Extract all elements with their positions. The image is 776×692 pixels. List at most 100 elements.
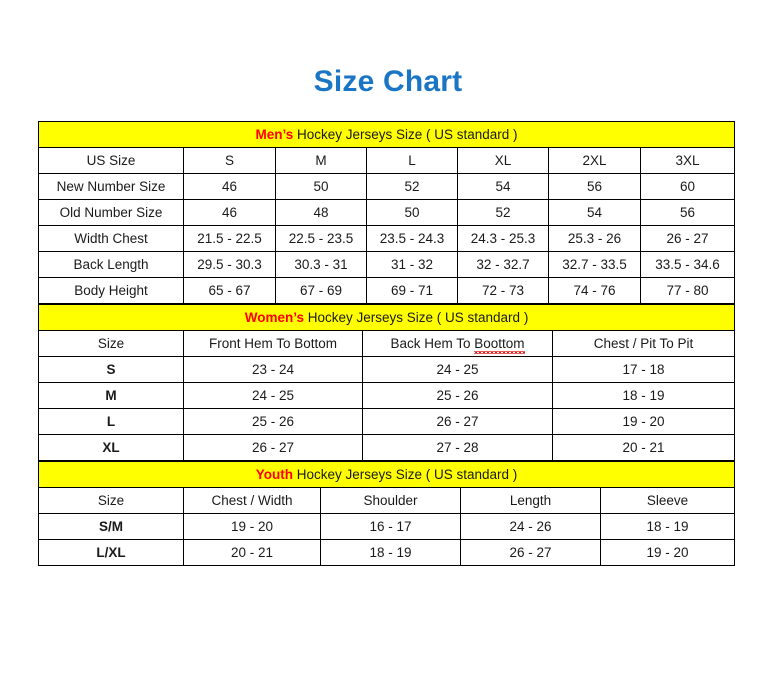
- youth-header-row: Size Chest / Width Shoulder Length Sleev…: [38, 487, 736, 514]
- youth-cell-0-3: 18 - 19: [599, 513, 736, 540]
- youth-cell-0-1: 16 - 17: [320, 513, 461, 540]
- womens-cell-1-2: 18 - 19: [551, 382, 736, 409]
- mens-row-label-1: Old Number Size: [38, 199, 184, 226]
- womens-cell-1-0: 24 - 25: [183, 382, 363, 409]
- womens-cell-2-1: 26 - 27: [362, 408, 553, 435]
- youth-col-head-2: Shoulder: [320, 487, 461, 514]
- mens-cell-3-0: 29.5 - 30.3: [183, 251, 276, 278]
- womens-banner-rest: Hockey Jerseys Size ( US standard ): [303, 310, 529, 325]
- womens-row-label-1: M: [38, 382, 184, 409]
- mens-cell-0-3: 54: [457, 173, 549, 200]
- mens-cell-4-5: 77 - 80: [640, 277, 735, 304]
- table-row: New Number Size 46 50 52 54 56 60: [38, 173, 735, 200]
- youth-cell-1-0: 20 - 21: [183, 539, 321, 566]
- table-row: L 25 - 26 26 - 27 19 - 20: [38, 408, 736, 435]
- mens-cell-2-1: 22.5 - 23.5: [275, 225, 367, 252]
- womens-cell-0-0: 23 - 24: [183, 356, 363, 383]
- youth-cell-1-3: 19 - 20: [599, 539, 736, 566]
- youth-col-head-0: Size: [38, 487, 184, 514]
- mens-col-head-2: M: [275, 147, 367, 174]
- womens-row-label-2: L: [38, 408, 184, 435]
- mens-cell-3-5: 33.5 - 34.6: [640, 251, 735, 278]
- mens-row-label-3: Back Length: [38, 251, 184, 278]
- mens-cell-2-5: 26 - 27: [640, 225, 735, 252]
- size-chart-tables: Men’s Hockey Jerseys Size ( US standard …: [37, 121, 736, 566]
- mens-cell-1-1: 48: [275, 199, 367, 226]
- table-row: Back Length 29.5 - 30.3 30.3 - 31 31 - 3…: [38, 251, 735, 278]
- youth-row-label-1: L/XL: [38, 539, 184, 566]
- mens-cell-1-4: 54: [548, 199, 641, 226]
- mens-col-head-3: L: [366, 147, 458, 174]
- table-row: S 23 - 24 24 - 25 17 - 18: [38, 356, 736, 383]
- mens-col-head-1: S: [183, 147, 276, 174]
- mens-cell-1-5: 56: [640, 199, 735, 226]
- youth-banner-rest: Hockey Jerseys Size ( US standard ): [292, 467, 518, 482]
- mens-banner-row: Men’s Hockey Jerseys Size ( US standard …: [38, 121, 735, 148]
- womens-cell-3-1: 27 - 28: [362, 434, 553, 461]
- youth-cell-0-0: 19 - 20: [183, 513, 321, 540]
- youth-cell-0-2: 24 - 26: [460, 513, 601, 540]
- womens-cell-1-1: 25 - 26: [362, 382, 553, 409]
- mens-cell-4-2: 69 - 71: [366, 277, 458, 304]
- youth-cell-1-1: 18 - 19: [320, 539, 461, 566]
- youth-col-head-1: Chest / Width: [183, 487, 321, 514]
- womens-col-head-2: Back Hem To Boottom: [362, 330, 553, 357]
- table-row: L/XL 20 - 21 18 - 19 26 - 27 19 - 20: [38, 539, 736, 566]
- youth-size-table: Youth Hockey Jerseys Size ( US standard …: [37, 461, 736, 566]
- womens-col-head-2-prefix: Back Hem To: [390, 336, 475, 351]
- table-row: Body Height 65 - 67 67 - 69 69 - 71 72 -…: [38, 277, 735, 304]
- mens-banner-accent: Men’s: [255, 127, 294, 142]
- mens-banner-rest: Hockey Jerseys Size ( US standard ): [293, 127, 518, 142]
- womens-header-row: Size Front Hem To Bottom Back Hem To Boo…: [38, 330, 736, 357]
- mens-col-head-4: XL: [457, 147, 549, 174]
- mens-cell-1-3: 52: [457, 199, 549, 226]
- mens-cell-4-4: 74 - 76: [548, 277, 641, 304]
- youth-banner-row: Youth Hockey Jerseys Size ( US standard …: [37, 461, 736, 488]
- mens-cell-3-4: 32.7 - 33.5: [548, 251, 641, 278]
- mens-row-label-0: New Number Size: [38, 173, 184, 200]
- womens-cell-2-0: 25 - 26: [183, 408, 363, 435]
- youth-col-head-4: Sleeve: [599, 487, 736, 514]
- womens-row-label-3: XL: [38, 434, 184, 461]
- mens-row-label-2: Width Chest: [38, 225, 184, 252]
- mens-cell-2-4: 25.3 - 26: [548, 225, 641, 252]
- womens-cell-0-1: 24 - 25: [362, 356, 553, 383]
- womens-col-head-0: Size: [38, 330, 184, 357]
- womens-cell-2-2: 19 - 20: [551, 408, 736, 435]
- mens-header-row: US Size S M L XL 2XL 3XL: [38, 147, 735, 174]
- womens-banner-accent: Women’s: [244, 310, 304, 325]
- table-row: Old Number Size 46 48 50 52 54 56: [38, 199, 735, 226]
- mens-cell-1-2: 50: [366, 199, 458, 226]
- mens-col-head-0: US Size: [38, 147, 184, 174]
- mens-row-label-4: Body Height: [38, 277, 184, 304]
- youth-cell-1-2: 26 - 27: [460, 539, 601, 566]
- table-row: Width Chest 21.5 - 22.5 22.5 - 23.5 23.5…: [38, 225, 735, 252]
- mens-cell-4-3: 72 - 73: [457, 277, 549, 304]
- mens-cell-1-0: 46: [183, 199, 276, 226]
- mens-cell-0-0: 46: [183, 173, 276, 200]
- youth-col-head-3: Length: [460, 487, 601, 514]
- table-row: XL 26 - 27 27 - 28 20 - 21: [38, 434, 736, 461]
- mens-cell-3-2: 31 - 32: [366, 251, 458, 278]
- mens-cell-4-1: 67 - 69: [275, 277, 367, 304]
- mens-section-banner: Men’s Hockey Jerseys Size ( US standard …: [38, 121, 735, 148]
- mens-cell-3-1: 30.3 - 31: [275, 251, 367, 278]
- womens-banner-row: Women’s Hockey Jerseys Size ( US standar…: [37, 304, 736, 331]
- mens-cell-4-0: 65 - 67: [183, 277, 276, 304]
- mens-cell-3-3: 32 - 32.7: [457, 251, 549, 278]
- mens-cell-0-2: 52: [366, 173, 458, 200]
- womens-col-head-3: Chest / Pit To Pit: [551, 330, 736, 357]
- table-row: M 24 - 25 25 - 26 18 - 19: [38, 382, 736, 409]
- womens-cell-3-0: 26 - 27: [183, 434, 363, 461]
- womens-cell-3-2: 20 - 21: [551, 434, 736, 461]
- womens-size-table: Women’s Hockey Jerseys Size ( US standar…: [37, 304, 736, 461]
- youth-row-label-0: S/M: [38, 513, 184, 540]
- mens-size-table: Men’s Hockey Jerseys Size ( US standard …: [38, 121, 735, 304]
- womens-cell-0-2: 17 - 18: [551, 356, 736, 383]
- womens-row-label-0: S: [38, 356, 184, 383]
- mens-cell-0-4: 56: [548, 173, 641, 200]
- table-row: S/M 19 - 20 16 - 17 24 - 26 18 - 19: [38, 513, 736, 540]
- mens-col-head-5: 2XL: [548, 147, 641, 174]
- page-title: Size Chart: [313, 65, 463, 98]
- mens-col-head-6: 3XL: [640, 147, 735, 174]
